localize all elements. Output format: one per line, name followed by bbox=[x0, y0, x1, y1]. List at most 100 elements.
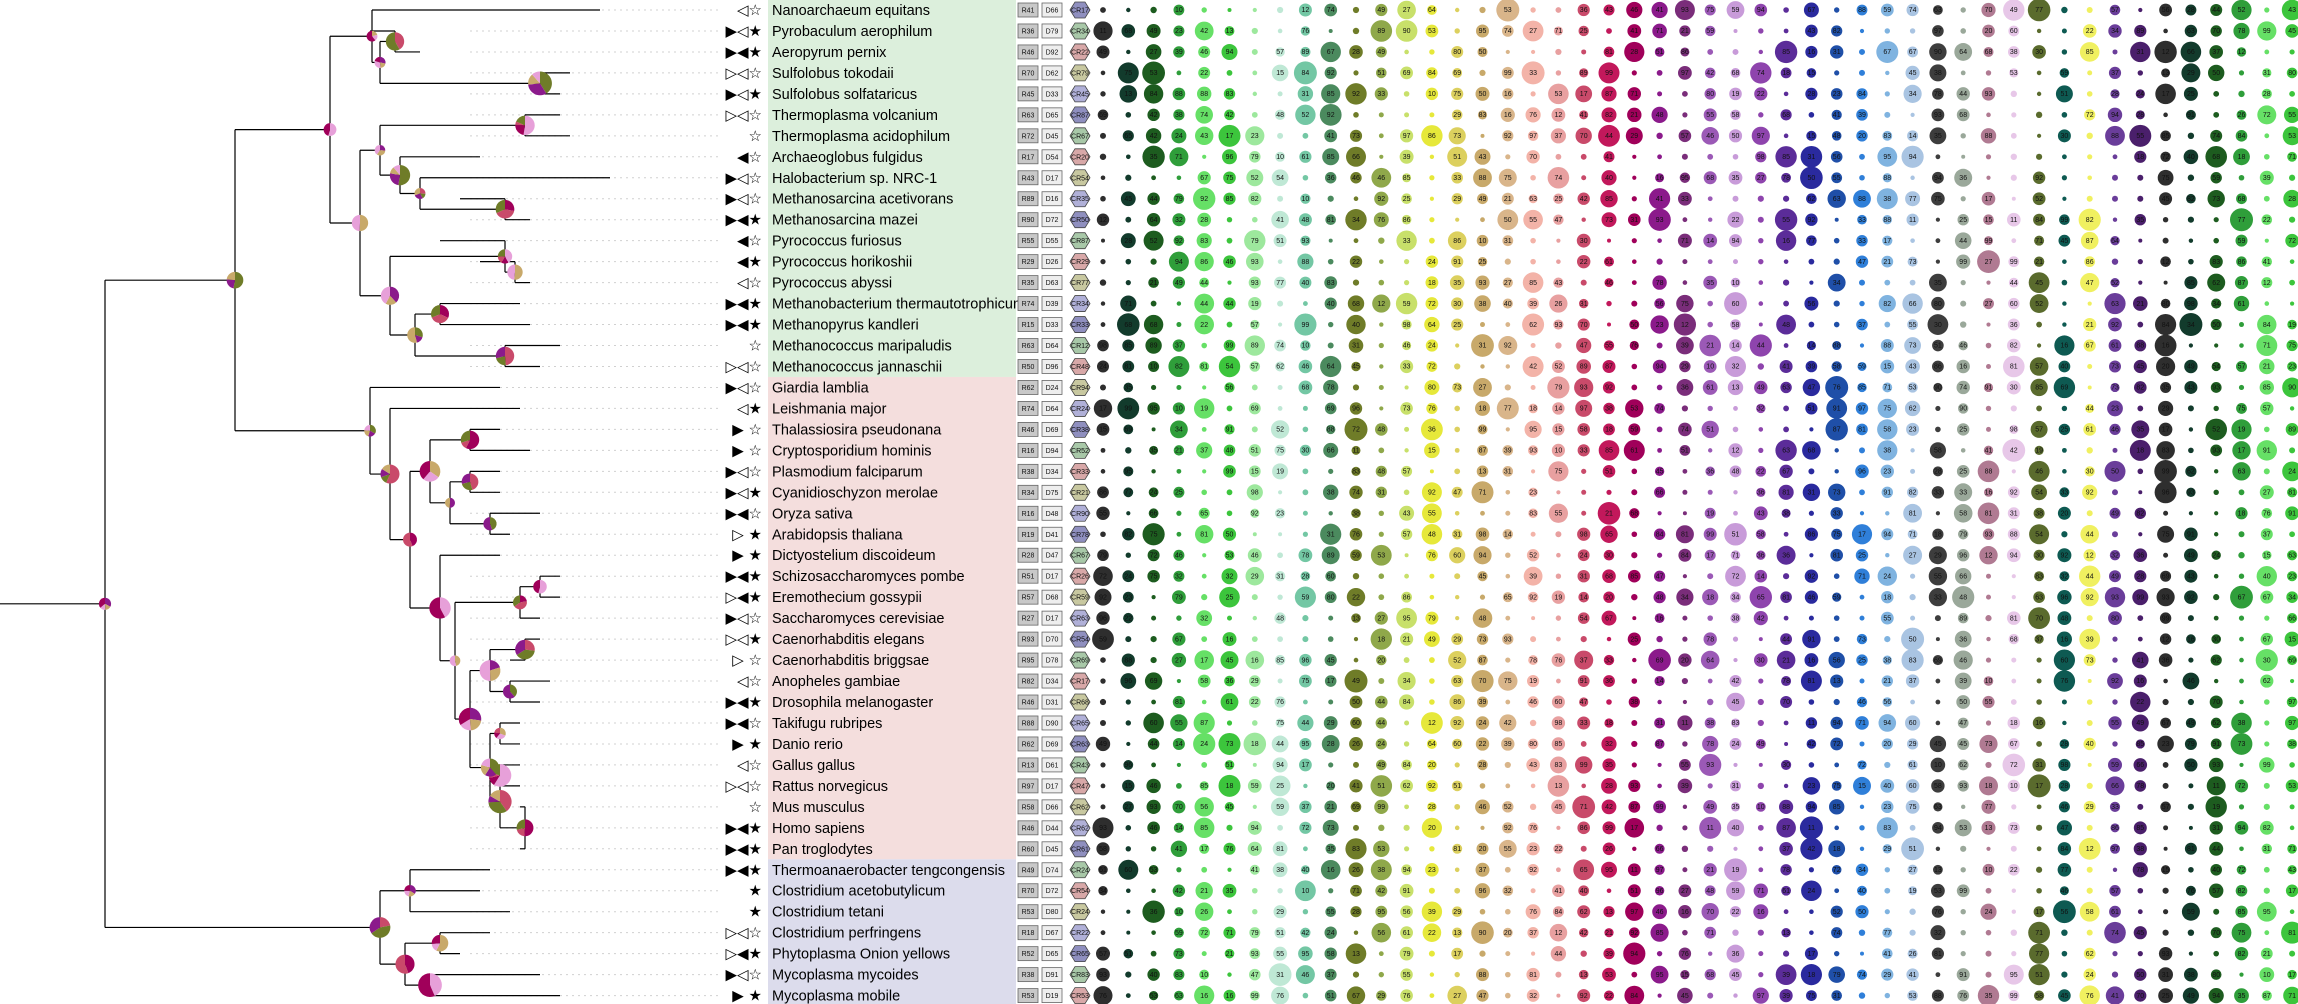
matrix-dot-value: 92 bbox=[1504, 343, 1512, 350]
matrix-dot-value: 52 bbox=[2111, 280, 2119, 287]
matrix-dot-value: 11 bbox=[2010, 217, 2017, 224]
matrix-dot-value: 26 bbox=[2238, 112, 2246, 119]
matrix-dot-value: 35 bbox=[1985, 993, 1993, 1000]
matrix-dot-value: 39 bbox=[1529, 301, 1537, 308]
matrix-dot-value: 23 bbox=[1833, 91, 1841, 98]
matrix-dot-value: 34 bbox=[1858, 867, 1866, 874]
matrix-dot-value: 85 bbox=[2187, 280, 2195, 287]
matrix-dot-value: 33 bbox=[1580, 448, 1588, 455]
matrix-dot-value: 85 bbox=[1605, 448, 1613, 455]
matrix-dot-value: 86 bbox=[1200, 259, 1208, 266]
matrix-dot-value: 45 bbox=[2035, 280, 2043, 287]
matrix-dot bbox=[2264, 50, 2269, 55]
matrix-dot-value: 62 bbox=[2212, 657, 2220, 664]
d-code: D69 bbox=[1046, 741, 1059, 748]
matrix-dot-value: 55 bbox=[1276, 951, 1284, 958]
matrix-dot-value: 59 bbox=[1858, 364, 1866, 371]
matrix-dot bbox=[1657, 784, 1662, 789]
matrix-dot bbox=[1581, 784, 1586, 789]
matrix-dot-value: 41 bbox=[1883, 951, 1891, 958]
matrix-dot-value: 35 bbox=[1150, 154, 1158, 161]
matrix-dot-value: 78 bbox=[1782, 867, 1790, 874]
matrix-dot-value: 97 bbox=[1580, 406, 1588, 413]
taxon-row: ▶◁☆ Mycoplasma mycoides R38 D91 CR83 bbox=[725, 966, 1090, 984]
matrix-dot bbox=[2036, 867, 2042, 873]
matrix-dot bbox=[1707, 846, 1713, 852]
matrix-dot bbox=[1986, 427, 1991, 432]
matrix-dot bbox=[1252, 71, 1257, 76]
matrix-dot-value: 39 bbox=[1175, 49, 1183, 56]
matrix-dot-value: 63 bbox=[2111, 301, 2119, 308]
matrix-dot bbox=[1809, 867, 1814, 872]
matrix-dot-value: 24 bbox=[1377, 741, 1385, 748]
matrix-dot bbox=[2112, 699, 2117, 704]
matrix-dot bbox=[1961, 280, 1966, 285]
matrix-dot bbox=[1303, 909, 1308, 914]
matrix-dot-value: 59 bbox=[2061, 70, 2069, 77]
matrix-dot bbox=[2011, 91, 2017, 97]
cr-code: CR50 bbox=[1071, 217, 1089, 224]
matrix-dot bbox=[1277, 301, 1283, 307]
matrix-dot bbox=[1353, 7, 1359, 13]
matrix-dot-value: 23 bbox=[1808, 783, 1816, 790]
matrix-dot bbox=[1657, 427, 1663, 433]
matrix-dot bbox=[1455, 826, 1460, 831]
matrix-dot-value: 92 bbox=[2111, 322, 2119, 329]
matrix-dot bbox=[1885, 867, 1890, 872]
matrix-dot bbox=[2214, 406, 2219, 411]
matrix-dot-value: 18 bbox=[1808, 972, 1816, 979]
matrix-dot-value: 43 bbox=[1479, 154, 1487, 161]
matrix-dot bbox=[2088, 301, 2092, 305]
matrix-dot-value: 18 bbox=[1251, 741, 1259, 748]
matrix-dot-value: 94 bbox=[2238, 825, 2246, 832]
matrix-dot-value: 28 bbox=[2061, 783, 2069, 790]
matrix-dot-value: 30 bbox=[1757, 657, 1765, 664]
matrix-dot-value: 81 bbox=[2288, 930, 2296, 937]
matrix-dot bbox=[1556, 553, 1561, 558]
matrix-dot-value: 46 bbox=[1150, 783, 1158, 790]
matrix-dot-value: 16 bbox=[1959, 364, 1967, 371]
matrix-dot bbox=[2012, 889, 2016, 893]
matrix-dot-value: 83 bbox=[2212, 259, 2220, 266]
matrix-dot-value: 28 bbox=[1302, 573, 1310, 580]
matrix-dot-value: 56 bbox=[1656, 301, 1664, 308]
matrix-dot bbox=[1683, 805, 1687, 809]
matrix-dot bbox=[1379, 364, 1383, 368]
matrix-dot-value: 64 bbox=[1428, 322, 1436, 329]
matrix-dot-value: 97 bbox=[1656, 867, 1664, 874]
matrix-dot bbox=[1126, 259, 1132, 265]
matrix-dot-value: 49 bbox=[1377, 762, 1385, 769]
matrix-dot-value: 72 bbox=[2238, 783, 2246, 790]
matrix-dot-value: 50 bbox=[1504, 217, 1512, 224]
matrix-dot bbox=[2012, 469, 2016, 473]
matrix-dot-value: 81 bbox=[1808, 678, 1816, 685]
matrix-dot-value: 77 bbox=[2035, 951, 2043, 958]
matrix-dot-value: 40 bbox=[1858, 888, 1866, 895]
matrix-dot-value: 16 bbox=[2162, 343, 2170, 350]
matrix-dot bbox=[2088, 763, 2092, 767]
cr-code: CR29 bbox=[1071, 259, 1089, 266]
matrix-dot-value: 22 bbox=[1555, 846, 1563, 853]
matrix-dot-value: 93 bbox=[1150, 804, 1158, 811]
taxon-row: ★ Clostridium acetobutylicum R70 D72 CR54 bbox=[749, 882, 1090, 900]
matrix-dot-value: 60 bbox=[2010, 28, 2018, 35]
matrix-dot-value: 45 bbox=[1959, 741, 1967, 748]
matrix-dot-value: 79 bbox=[1175, 594, 1183, 601]
matrix-dot-value: 28 bbox=[2263, 91, 2271, 98]
r-code: R43 bbox=[1022, 175, 1035, 182]
matrix-column: 4989495133469276124848315327182044442449… bbox=[1371, 4, 1393, 1001]
matrix-dot bbox=[1202, 553, 1206, 557]
matrix-dot-value: 36 bbox=[2136, 552, 2144, 559]
matrix-dot bbox=[2214, 469, 2218, 473]
matrix-dot bbox=[1682, 154, 1688, 160]
matrix-dot-value: 35 bbox=[1124, 385, 1132, 392]
node-pie bbox=[462, 473, 479, 490]
matrix-dot bbox=[2214, 511, 2218, 515]
matrix-dot-value: 76 bbox=[1428, 552, 1436, 559]
matrix-dot-value: 75 bbox=[1302, 678, 1310, 685]
matrix-dot-value: 36 bbox=[1226, 678, 1234, 685]
matrix-dot-value: 88 bbox=[1479, 972, 1487, 979]
matrix-dot-value: 20 bbox=[2162, 364, 2170, 371]
matrix-dot-value: 49 bbox=[1175, 280, 1183, 287]
matrix-dot-value: 81 bbox=[2288, 490, 2296, 497]
